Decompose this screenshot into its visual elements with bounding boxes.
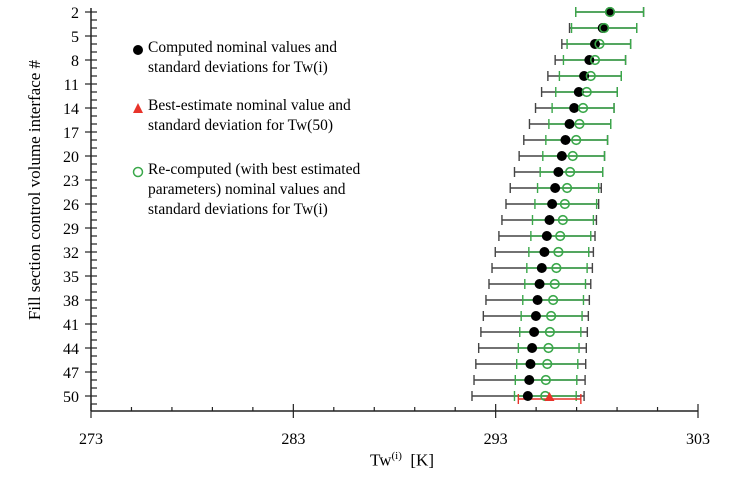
computed-point xyxy=(544,215,555,225)
recomputed-point xyxy=(581,86,592,98)
computed-point xyxy=(550,183,561,193)
computed-point xyxy=(560,135,571,145)
x-axis-label-main: Tw xyxy=(370,450,392,470)
y-tick-label: 47 xyxy=(63,365,79,382)
best-estimate-point xyxy=(544,392,555,401)
computed-point xyxy=(553,167,564,177)
recomputed-point xyxy=(543,342,554,354)
y-tick-label: 20 xyxy=(63,149,79,166)
legend-text: Re-computed (with best estimated xyxy=(148,161,361,178)
y-tick-label: 11 xyxy=(64,77,79,94)
y-tick-label: 23 xyxy=(63,173,79,190)
y-tick-label: 32 xyxy=(63,245,79,262)
recomputed-point xyxy=(551,262,562,274)
recomputed-point xyxy=(567,150,578,162)
recomputed-point xyxy=(559,198,570,210)
computed-point xyxy=(556,151,567,161)
x-axis-label: Tw(i) [K] xyxy=(370,450,434,471)
open-circle-icon xyxy=(132,164,144,184)
filled-circle-icon xyxy=(132,42,144,62)
recomputed-point xyxy=(544,326,555,338)
recomputed-point xyxy=(557,214,568,226)
legend-text: Best-estimate nominal value and xyxy=(148,97,351,114)
x-tick-label: 303 xyxy=(686,431,710,448)
legend-item-best-estimate: Best-estimate nominal value and standard… xyxy=(133,96,351,136)
legend-text: parameters) nominal values and xyxy=(148,181,346,198)
recomputed-point xyxy=(542,358,553,370)
computed-point xyxy=(534,279,545,289)
computed-point xyxy=(547,199,558,209)
recomputed-point xyxy=(589,54,601,66)
x-tick-label: 293 xyxy=(484,431,508,448)
legend-text: standard deviation for Tw(50) xyxy=(148,117,334,134)
recomputed-point xyxy=(571,134,582,146)
y-tick-label: 50 xyxy=(63,389,79,406)
recomputed-point xyxy=(585,70,596,82)
recomputed-point xyxy=(574,118,585,130)
y-axis-label: Fill section control volume interface # xyxy=(25,59,44,321)
computed-point xyxy=(525,359,536,369)
y-tick-label: 35 xyxy=(63,269,79,286)
y-tick-label: 44 xyxy=(63,341,79,358)
recomputed-point xyxy=(555,230,566,242)
computed-point xyxy=(539,247,550,257)
legend-item-computed: Computed nominal values and standard dev… xyxy=(133,38,337,78)
recomputed-point xyxy=(548,294,559,306)
recomputed-point xyxy=(549,278,560,290)
computed-point xyxy=(541,231,552,241)
computed-point xyxy=(573,87,584,97)
y-tick-label: 2 xyxy=(71,5,79,22)
computed-point xyxy=(536,263,547,273)
triangle-icon xyxy=(132,100,144,120)
x-tick-label: 273 xyxy=(79,431,103,448)
recomputed-point xyxy=(577,102,589,114)
y-tick-label: 41 xyxy=(63,317,79,334)
recomputed-point xyxy=(594,38,605,50)
y-tick-label: 14 xyxy=(63,101,79,118)
computed-point xyxy=(530,311,541,321)
y-tick-label: 29 xyxy=(63,221,79,238)
computed-point xyxy=(532,295,543,305)
recomputed-point xyxy=(553,246,564,258)
legend-text: standard deviations for Tw(i) xyxy=(148,59,328,76)
legend-text: standard deviations for Tw(i) xyxy=(148,201,328,218)
computed-point xyxy=(564,119,575,129)
x-axis-label-unit: [K] xyxy=(410,450,434,470)
computed-point xyxy=(529,327,540,337)
recomputed-point xyxy=(604,6,616,18)
y-tick-label: 26 xyxy=(63,197,79,214)
computed-point xyxy=(524,375,535,385)
recomputed-point xyxy=(561,182,573,194)
x-axis-label-sup: (i) xyxy=(391,450,402,462)
computed-point xyxy=(569,103,580,113)
y-tick-label: 38 xyxy=(63,293,79,310)
y-tick-label: 8 xyxy=(71,53,79,70)
recomputed-point xyxy=(540,374,551,386)
computed-point xyxy=(522,391,533,401)
recomputed-point xyxy=(599,22,610,34)
computed-point xyxy=(527,343,538,353)
y-tick-label: 5 xyxy=(71,29,79,46)
x-tick-label: 283 xyxy=(281,431,305,448)
legend-text: Computed nominal values and xyxy=(148,39,337,56)
y-tick-label: 17 xyxy=(63,125,79,142)
recomputed-point xyxy=(565,166,576,178)
computed-point xyxy=(604,7,615,17)
legend-item-recomputed: Re-computed (with best estimated paramet… xyxy=(132,160,361,220)
recomputed-point xyxy=(546,310,557,322)
